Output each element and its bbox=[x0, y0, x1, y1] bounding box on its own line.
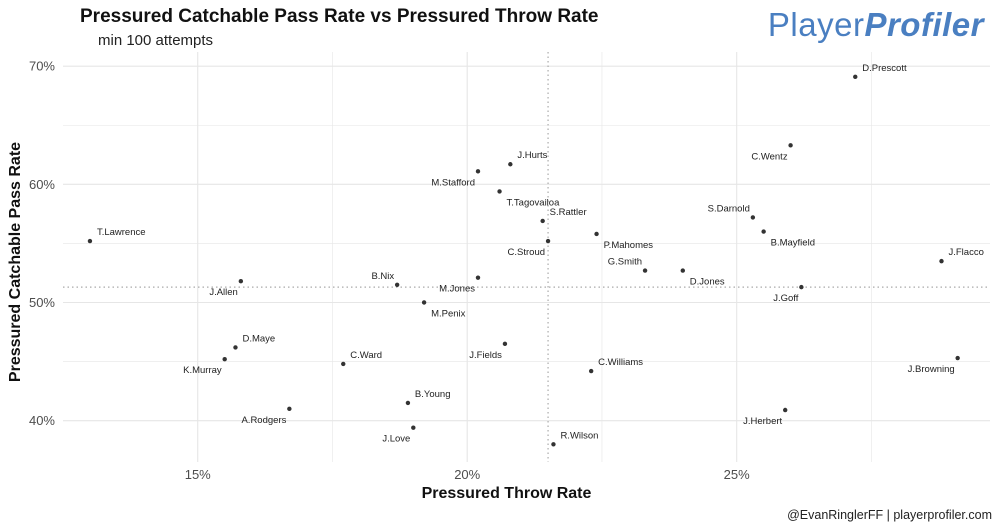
data-point bbox=[421, 300, 427, 305]
data-point bbox=[540, 218, 545, 224]
y-tick-label: 70% bbox=[29, 59, 55, 74]
data-point-label: D.Prescott bbox=[862, 63, 907, 74]
data-point-label: D.Maye bbox=[242, 333, 275, 344]
data-point bbox=[394, 282, 400, 287]
data-point-label: C.Williams bbox=[598, 357, 643, 368]
data-point-label: A.Rodgers bbox=[241, 415, 286, 426]
data-point-label: M.Stafford bbox=[431, 177, 475, 188]
data-point-label: J.Fields bbox=[469, 350, 502, 361]
data-point-label: D.Jones bbox=[690, 277, 725, 288]
data-point-label: B.Young bbox=[415, 389, 451, 400]
data-point bbox=[588, 368, 594, 374]
data-point bbox=[475, 169, 481, 174]
x-tick-label: 20% bbox=[454, 467, 480, 482]
data-point bbox=[551, 442, 556, 447]
data-point bbox=[939, 258, 944, 264]
data-point-label: J.Herbert bbox=[743, 416, 782, 427]
data-point bbox=[750, 215, 756, 220]
data-point-label: B.Mayfield bbox=[771, 238, 815, 249]
data-point bbox=[788, 143, 793, 148]
data-point-label: P.Mahomes bbox=[604, 240, 654, 251]
data-point bbox=[502, 341, 508, 347]
data-point-label: S.Darnold bbox=[708, 203, 750, 214]
data-point bbox=[955, 355, 960, 361]
data-point bbox=[233, 345, 238, 350]
data-point-label: T.Tagovailoa bbox=[507, 197, 561, 208]
data-point-label: G.Smith bbox=[608, 257, 642, 268]
data-point bbox=[545, 238, 551, 244]
data-point-label: M.Penix bbox=[431, 308, 466, 319]
x-axis-label: Pressured Throw Rate bbox=[422, 485, 592, 502]
data-point-label: J.Allen bbox=[209, 287, 238, 298]
data-point bbox=[642, 268, 648, 273]
logo-text-player: Player bbox=[767, 6, 865, 43]
data-point-label: R.Wilson bbox=[560, 430, 598, 441]
data-point-label: C.Wentz bbox=[751, 151, 788, 162]
data-point bbox=[680, 268, 685, 273]
data-point bbox=[222, 357, 227, 362]
data-point bbox=[782, 407, 788, 413]
data-point-label: K.Murray bbox=[183, 365, 222, 376]
chart-title: Pressured Catchable Pass Rate vs Pressur… bbox=[80, 6, 599, 27]
chart-caption: @EvanRinglerFF | playerprofiler.com bbox=[787, 508, 992, 522]
chart-subtitle: min 100 attempts bbox=[98, 32, 214, 49]
data-point bbox=[411, 425, 416, 430]
data-point-label: J.Flacco bbox=[948, 247, 983, 258]
data-point bbox=[87, 238, 93, 244]
data-point-label: S.Rattler bbox=[550, 207, 587, 218]
y-axis-label: Pressured Catchable Pass Rate bbox=[7, 142, 24, 382]
data-point-label: C.Ward bbox=[350, 350, 382, 361]
data-point bbox=[497, 189, 502, 194]
x-tick-label: 25% bbox=[724, 467, 750, 482]
data-point-label: C.Stroud bbox=[508, 247, 546, 258]
data-point-label: J.Hurts bbox=[517, 150, 547, 161]
data-point-label: T.Lawrence bbox=[97, 227, 146, 238]
data-point-label: B.Nix bbox=[371, 271, 394, 282]
data-point bbox=[287, 406, 292, 412]
data-point bbox=[475, 275, 481, 280]
data-point-label: J.Goff bbox=[773, 293, 799, 304]
data-point-label: J.Browning bbox=[908, 364, 955, 375]
data-point bbox=[238, 279, 244, 284]
data-point-label: J.Love bbox=[382, 434, 410, 445]
data-point bbox=[594, 231, 599, 237]
logo-text-profiler: Profiler bbox=[864, 6, 984, 43]
data-point-label: M.Jones bbox=[439, 284, 475, 295]
y-tick-label: 60% bbox=[29, 177, 55, 192]
playerprofiler-logo: PlayerProfiler bbox=[768, 6, 984, 44]
data-point bbox=[853, 74, 858, 80]
y-tick-label: 50% bbox=[29, 295, 55, 310]
x-tick-label: 15% bbox=[185, 467, 211, 482]
data-point bbox=[761, 229, 766, 234]
y-tick-label: 40% bbox=[29, 413, 55, 428]
data-point bbox=[341, 361, 346, 367]
data-point bbox=[405, 400, 411, 406]
data-point bbox=[508, 162, 513, 167]
data-point bbox=[799, 284, 804, 290]
